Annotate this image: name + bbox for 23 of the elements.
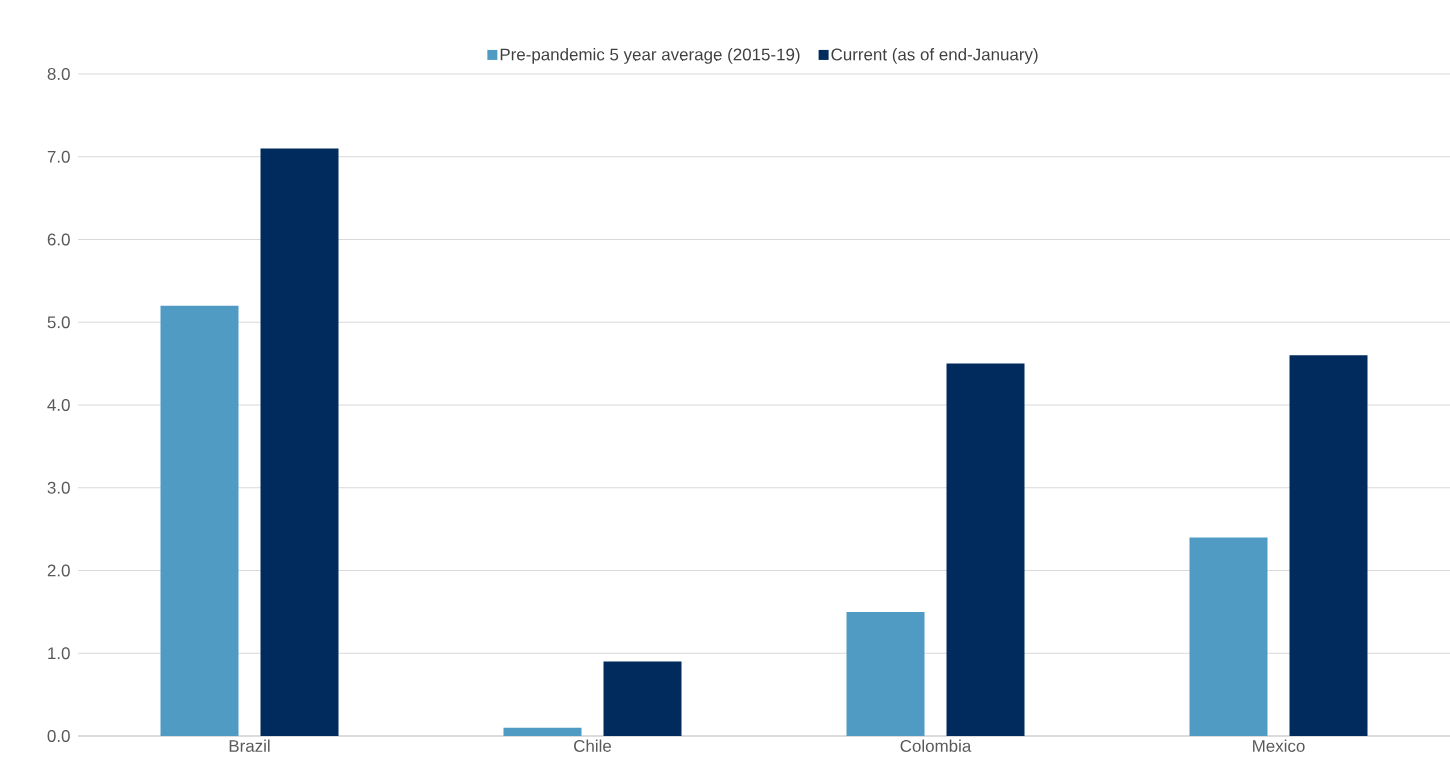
bar xyxy=(260,148,339,736)
y-tick-label: 3.0 xyxy=(47,481,70,494)
bar xyxy=(946,363,1025,736)
bar xyxy=(1289,355,1368,736)
bar xyxy=(846,611,925,736)
bar xyxy=(1189,537,1268,736)
x-tick-label: Colombia xyxy=(900,739,972,752)
bar xyxy=(503,727,582,736)
y-tick-label: 6.0 xyxy=(47,233,70,246)
x-tick-label: Brazil xyxy=(229,739,270,752)
y-tick-label: 4.0 xyxy=(47,399,70,411)
x-tick-label: Mexico xyxy=(1253,739,1305,752)
y-tick-label: 8.0 xyxy=(47,68,70,80)
y-tick-label: 5.0 xyxy=(47,316,70,329)
y-tick-label: 1.0 xyxy=(48,647,70,660)
y-tick-label: 7.0 xyxy=(47,150,70,163)
y-tick-label: 0.0 xyxy=(47,730,70,742)
bar xyxy=(160,305,239,736)
legend-label: Current (as of end-January) xyxy=(831,48,1038,64)
x-tick-label: Chile xyxy=(574,739,612,752)
legend-label: Pre-pandemic 5 year average (2015-19) xyxy=(500,48,800,64)
y-tick-label: 2.0 xyxy=(47,564,70,577)
bar xyxy=(603,661,682,736)
